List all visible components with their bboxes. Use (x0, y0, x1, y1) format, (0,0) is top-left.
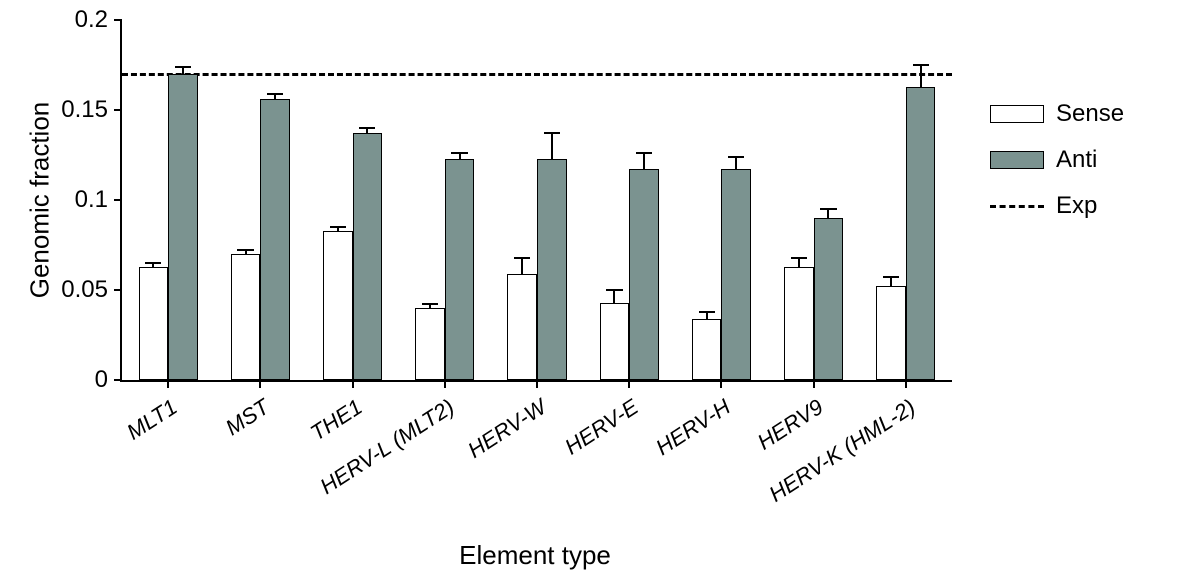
legend: Sense Anti Exp (990, 100, 1124, 238)
bar-anti (168, 74, 198, 380)
error-bar-cap (820, 208, 836, 210)
error-bar (827, 209, 829, 218)
plot-area: 00.050.10.150.2MLT1MSTTHE1HERV-L (MLT2)H… (120, 20, 952, 382)
x-tick (628, 380, 630, 388)
x-tick-label: MLT1 (0, 394, 182, 525)
x-tick (813, 380, 815, 388)
bar-anti (814, 218, 844, 380)
error-bar-cap (606, 289, 622, 291)
error-bar-cap (359, 127, 375, 129)
y-tick-label: 0.2 (75, 6, 108, 34)
error-bar (890, 277, 892, 286)
y-axis-title: Genomic fraction (25, 102, 56, 299)
error-bar-cap (237, 249, 253, 251)
bar-anti (721, 169, 751, 380)
bar-anti (629, 169, 659, 380)
error-bar (643, 153, 645, 169)
error-bar-cap (422, 303, 438, 305)
reference-line-exp (122, 73, 952, 76)
y-tick (114, 289, 122, 291)
error-bar-cap (791, 257, 807, 259)
bar-sense (692, 319, 722, 380)
legend-label-exp: Exp (1056, 192, 1097, 220)
x-tick-label: HERV-K (HML-2) (738, 394, 920, 525)
error-bar-cap (728, 156, 744, 158)
error-bar-cap (175, 66, 191, 68)
y-tick-label: 0 (95, 366, 108, 394)
error-bar-cap (330, 226, 346, 228)
bar-sense (876, 286, 906, 380)
error-bar (798, 258, 800, 267)
bar-anti (445, 159, 475, 380)
bar-anti (537, 159, 567, 380)
error-bar (613, 290, 615, 303)
legend-label-anti: Anti (1056, 146, 1097, 174)
legend-label-sense: Sense (1056, 100, 1124, 128)
x-tick (536, 380, 538, 388)
y-tick-label: 0.1 (75, 186, 108, 214)
y-tick-label: 0.15 (61, 96, 108, 124)
x-tick-label: THE1 (185, 394, 367, 525)
x-tick-label: HERV-H (554, 394, 736, 525)
y-tick (114, 199, 122, 201)
x-tick-label: HERV-E (461, 394, 643, 525)
bar-anti (906, 87, 936, 380)
x-tick (259, 380, 261, 388)
error-bar-cap (514, 257, 530, 259)
bar-sense (507, 274, 537, 380)
legend-item-exp: Exp (990, 192, 1124, 220)
bar-sense (323, 231, 353, 380)
error-bar-cap (636, 152, 652, 154)
bar-sense (139, 267, 169, 380)
bar-anti (353, 133, 383, 380)
y-tick (114, 379, 122, 381)
bar-sense (784, 267, 814, 380)
x-tick-label: HERV-L (MLT2) (277, 394, 459, 525)
legend-item-sense: Sense (990, 100, 1124, 128)
bar-sense (600, 303, 630, 380)
bar-anti (260, 99, 290, 380)
error-bar (551, 133, 553, 158)
error-bar-cap (145, 262, 161, 264)
y-tick-label: 0.05 (61, 276, 108, 304)
error-bar-cap (699, 311, 715, 313)
x-tick-label: HERV9 (646, 394, 828, 525)
legend-dash-exp (990, 205, 1044, 208)
bar-sense (231, 254, 261, 380)
y-tick (114, 109, 122, 111)
legend-swatch-sense (990, 105, 1044, 123)
x-tick (167, 380, 169, 388)
legend-item-anti: Anti (990, 146, 1124, 174)
error-bar-cap (544, 132, 560, 134)
error-bar-cap (451, 152, 467, 154)
legend-swatch-anti (990, 151, 1044, 169)
error-bar (182, 67, 184, 74)
error-bar (920, 65, 922, 87)
x-tick-label: MST (93, 394, 275, 525)
error-bar-cap (267, 93, 283, 95)
x-tick (905, 380, 907, 388)
error-bar-cap (883, 276, 899, 278)
y-tick (114, 19, 122, 21)
x-tick (444, 380, 446, 388)
error-bar (521, 258, 523, 274)
bar-sense (415, 308, 445, 380)
x-tick (720, 380, 722, 388)
error-bar-cap (913, 64, 929, 66)
x-tick-label: HERV-W (369, 394, 551, 525)
error-bar (735, 157, 737, 170)
x-tick (352, 380, 354, 388)
figure: 00.050.10.150.2MLT1MSTTHE1HERV-L (MLT2)H… (0, 0, 1200, 588)
error-bar (706, 312, 708, 319)
x-axis-title: Element type (459, 540, 611, 571)
